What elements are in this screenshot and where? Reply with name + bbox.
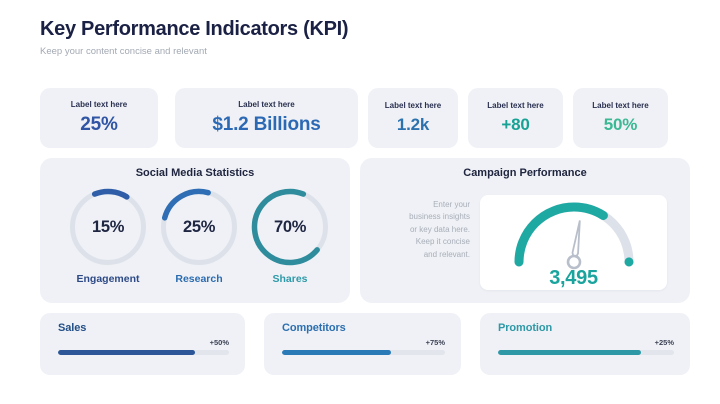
donut-value: 15% — [91, 217, 125, 236]
description-line: Keep it concise — [415, 237, 470, 247]
page-subtitle: Keep your content concise and relevant — [40, 46, 207, 57]
kpi-card-1: Label text here 25% — [40, 88, 158, 148]
donut-shares: 70% Shares — [251, 188, 329, 285]
campaign-card-title: Campaign Performance — [463, 167, 587, 179]
donut-chart: 70% — [251, 188, 329, 266]
donut-chart: 15% — [69, 188, 147, 266]
kpi-value: 1.2k — [396, 115, 430, 134]
header: Key Performance Indicators (KPI) Keep yo… — [40, 18, 349, 57]
progress-card-sales: Sales +50% — [40, 313, 245, 375]
campaign-description: Enter your business insights or key data h… — [382, 199, 470, 261]
kpi-value: +80 — [501, 115, 530, 134]
description-line: business insights — [409, 212, 470, 222]
progress-label: Promotion — [498, 322, 553, 334]
kpi-card-2: Label text here $1.2 Billions — [175, 88, 358, 148]
donut-row: 15% Engagement 25% Research 70% Shares — [40, 188, 350, 285]
progress-track — [58, 350, 229, 355]
kpi-label: Label text here — [384, 101, 442, 110]
progress-fill — [282, 350, 392, 355]
donut-label: Research — [175, 273, 223, 285]
description-line: or key data here. — [409, 224, 470, 234]
progress-badge: +25% — [654, 338, 674, 347]
kpi-card-4: Label text here +80 — [468, 88, 563, 148]
gauge-chart — [514, 202, 633, 270]
kpi-row: Label text here 25% Label text here $1.2… — [40, 88, 668, 148]
description-line: and relevant. — [423, 249, 470, 259]
donut-engagement: 15% Engagement — [69, 188, 147, 285]
campaign-performance-card: Campaign Performance Enter your business … — [360, 158, 690, 303]
kpi-card-3: Label text here 1.2k — [368, 88, 458, 148]
description-line: Enter your — [433, 200, 470, 209]
donut-label: Shares — [272, 273, 308, 285]
kpi-label: Label text here — [592, 101, 649, 110]
page-title: Key Performance Indicators (KPI) — [40, 18, 349, 40]
social-media-statistics-card: Social Media Statistics 15% Engagement 2… — [40, 158, 350, 303]
donut-value: 25% — [182, 217, 216, 236]
kpi-card-5: Label text here 50% — [573, 88, 668, 148]
kpi-value: 50% — [603, 115, 638, 134]
kpi-value: $1.2 Billions — [212, 114, 321, 135]
kpi-label: Label text here — [487, 101, 544, 110]
progress-card-promotion: Promotion +25% — [480, 313, 690, 375]
progress-track — [498, 350, 674, 355]
progress-badge: +75% — [425, 338, 445, 347]
progress-fill — [58, 350, 195, 355]
gauge-needle — [566, 220, 581, 270]
progress-label: Competitors — [282, 322, 346, 334]
donut-chart: 25% — [160, 188, 238, 266]
social-card-title: Social Media Statistics — [135, 167, 255, 179]
progress-card-competitors: Competitors +75% — [264, 313, 461, 375]
donut-label: Engagement — [76, 273, 140, 285]
kpi-value: 25% — [80, 114, 118, 135]
gauge-panel: 3,495 — [480, 195, 667, 290]
progress-label: Sales — [58, 322, 87, 334]
progress-fill — [498, 350, 641, 355]
kpi-label: Label text here — [70, 100, 128, 109]
kpi-label: Label text here — [238, 100, 295, 109]
donut-value: 70% — [273, 217, 307, 236]
progress-track — [282, 350, 445, 355]
gauge-value: 3,495 — [549, 267, 598, 289]
progress-row: Sales +50% Competitors +75% Promotion +2… — [40, 313, 690, 375]
donut-research: 25% Research — [160, 188, 238, 285]
progress-badge: +50% — [209, 338, 229, 347]
